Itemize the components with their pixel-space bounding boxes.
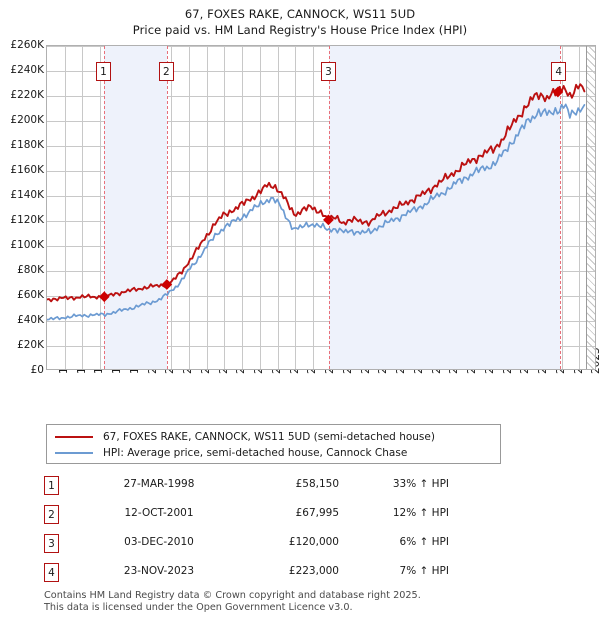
sale-point-diamond[interactable]: [323, 214, 334, 226]
sale-price: £58,150: [295, 478, 339, 490]
gridline-horizontal: [47, 146, 595, 147]
sale-hpi-delta: 6% ↑ HPI: [399, 536, 449, 548]
gridline-horizontal: [47, 346, 595, 347]
series-line-hpi: [47, 103, 586, 321]
legend-item-hpi: HPI: Average price, semi-detached house,…: [55, 445, 492, 461]
y-axis-tick-label: £240K: [10, 64, 44, 76]
sale-marker-line: [329, 46, 331, 369]
gridline-horizontal: [47, 271, 595, 272]
sale-price: £67,995: [295, 507, 339, 519]
legend-label-hpi: HPI: Average price, semi-detached house,…: [103, 447, 408, 459]
gridline-vertical: [259, 46, 261, 369]
sale-index-badge: 2: [44, 505, 59, 524]
legend-swatch-hpi: [55, 452, 93, 454]
sale-price: £120,000: [288, 536, 339, 548]
y-axis-tick-label: £20K: [17, 339, 44, 351]
gridline-horizontal: [47, 246, 595, 247]
y-axis-tick-label: £200K: [10, 114, 44, 126]
gridline-horizontal: [47, 96, 595, 97]
gridline-vertical: [188, 46, 190, 369]
copyright-footer: Contains HM Land Registry data © Crown c…: [44, 590, 564, 614]
sale-price: £223,000: [288, 565, 339, 577]
sale-hpi-delta: 7% ↑ HPI: [399, 565, 449, 577]
chart-series-lines: [47, 83, 586, 321]
sale-date: 23-NOV-2023: [123, 565, 195, 577]
gridline-horizontal: [47, 196, 595, 197]
gridline-vertical: [561, 46, 563, 369]
y-axis-tick-label: £80K: [17, 264, 44, 276]
no-data-hatched-region: [586, 46, 595, 369]
footer-line-2: This data is licensed under the Open Gov…: [44, 602, 353, 613]
gridline-vertical: [277, 46, 279, 369]
chart-title-block: 67, FOXES RAKE, CANNOCK, WS11 5UD Price …: [0, 6, 600, 38]
sale-marker-line: [559, 46, 561, 369]
legend-item-price-paid: 67, FOXES RAKE, CANNOCK, WS11 5UD (semi-…: [55, 429, 492, 445]
y-axis-tick-label: £120K: [10, 214, 44, 226]
gridline-vertical: [171, 46, 173, 369]
sale-index-badge: 4: [44, 563, 59, 582]
sale-point-diamond[interactable]: [552, 86, 564, 98]
sale-point-diamond[interactable]: [98, 291, 110, 303]
y-axis-tick-label: £260K: [10, 39, 44, 51]
sale-hpi-delta: 12% ↑ HPI: [392, 507, 449, 519]
sale-index-badge: 3: [44, 534, 59, 553]
legend-label-price-paid: 67, FOXES RAKE, CANNOCK, WS11 5UD (semi-…: [103, 431, 435, 443]
page-title: 67, FOXES RAKE, CANNOCK, WS11 5UD: [184, 7, 416, 21]
chart-plot-area: [46, 45, 596, 370]
table-row: 3 03-DEC-2010 £120,000 6% ↑ HPI: [44, 532, 464, 561]
gridline-vertical: [579, 46, 581, 369]
sale-index-badge: 1: [44, 476, 59, 495]
ownership-period-shading: [104, 46, 168, 369]
sale-marker-line: [167, 46, 169, 369]
footer-line-1: Contains HM Land Registry data © Crown c…: [44, 590, 421, 601]
legend-swatch-price-paid: [55, 436, 93, 438]
gridline-horizontal: [47, 46, 595, 47]
gridline-horizontal: [47, 121, 595, 122]
sales-history-table: 1 27-MAR-1998 £58,150 33% ↑ HPI 2 12-OCT…: [44, 474, 464, 590]
gridline-vertical: [224, 46, 226, 369]
gridline-horizontal: [47, 321, 595, 322]
gridline-vertical: [100, 46, 102, 369]
series-line-price-paid: [47, 83, 586, 303]
gridline-horizontal: [47, 296, 595, 297]
sale-date: 12-OCT-2001: [124, 507, 194, 519]
gridline-horizontal: [47, 171, 595, 172]
gridline-vertical: [242, 46, 244, 369]
y-axis-tick-label: £60K: [17, 289, 44, 301]
sale-date: 27-MAR-1998: [123, 478, 195, 490]
gridline-horizontal: [47, 221, 595, 222]
y-axis-tick-label: £0: [30, 364, 44, 376]
page-subtitle: Price paid vs. HM Land Registry's House …: [132, 23, 468, 37]
gridline-vertical: [82, 46, 84, 369]
table-row: 1 27-MAR-1998 £58,150 33% ↑ HPI: [44, 474, 464, 503]
y-axis-tick-label: £160K: [10, 164, 44, 176]
y-axis-tick-label: £40K: [17, 314, 44, 326]
table-row: 2 12-OCT-2001 £67,995 12% ↑ HPI: [44, 503, 464, 532]
sale-hpi-delta: 33% ↑ HPI: [392, 478, 449, 490]
y-axis-tick-label: £100K: [10, 239, 44, 251]
gridline-vertical: [206, 46, 208, 369]
gridline-vertical: [295, 46, 297, 369]
sale-date: 03-DEC-2010: [124, 536, 194, 548]
sale-marker-line: [104, 46, 106, 369]
y-axis-tick-label: £180K: [10, 139, 44, 151]
y-axis-tick-label: £220K: [10, 89, 44, 101]
table-row: 4 23-NOV-2023 £223,000 7% ↑ HPI: [44, 561, 464, 590]
ownership-period-shading: [329, 46, 560, 369]
gridline-vertical: [64, 46, 66, 369]
sale-point-diamond[interactable]: [161, 279, 173, 290]
chart-legend: 67, FOXES RAKE, CANNOCK, WS11 5UD (semi-…: [46, 424, 501, 464]
y-axis-tick-label: £140K: [10, 189, 44, 201]
